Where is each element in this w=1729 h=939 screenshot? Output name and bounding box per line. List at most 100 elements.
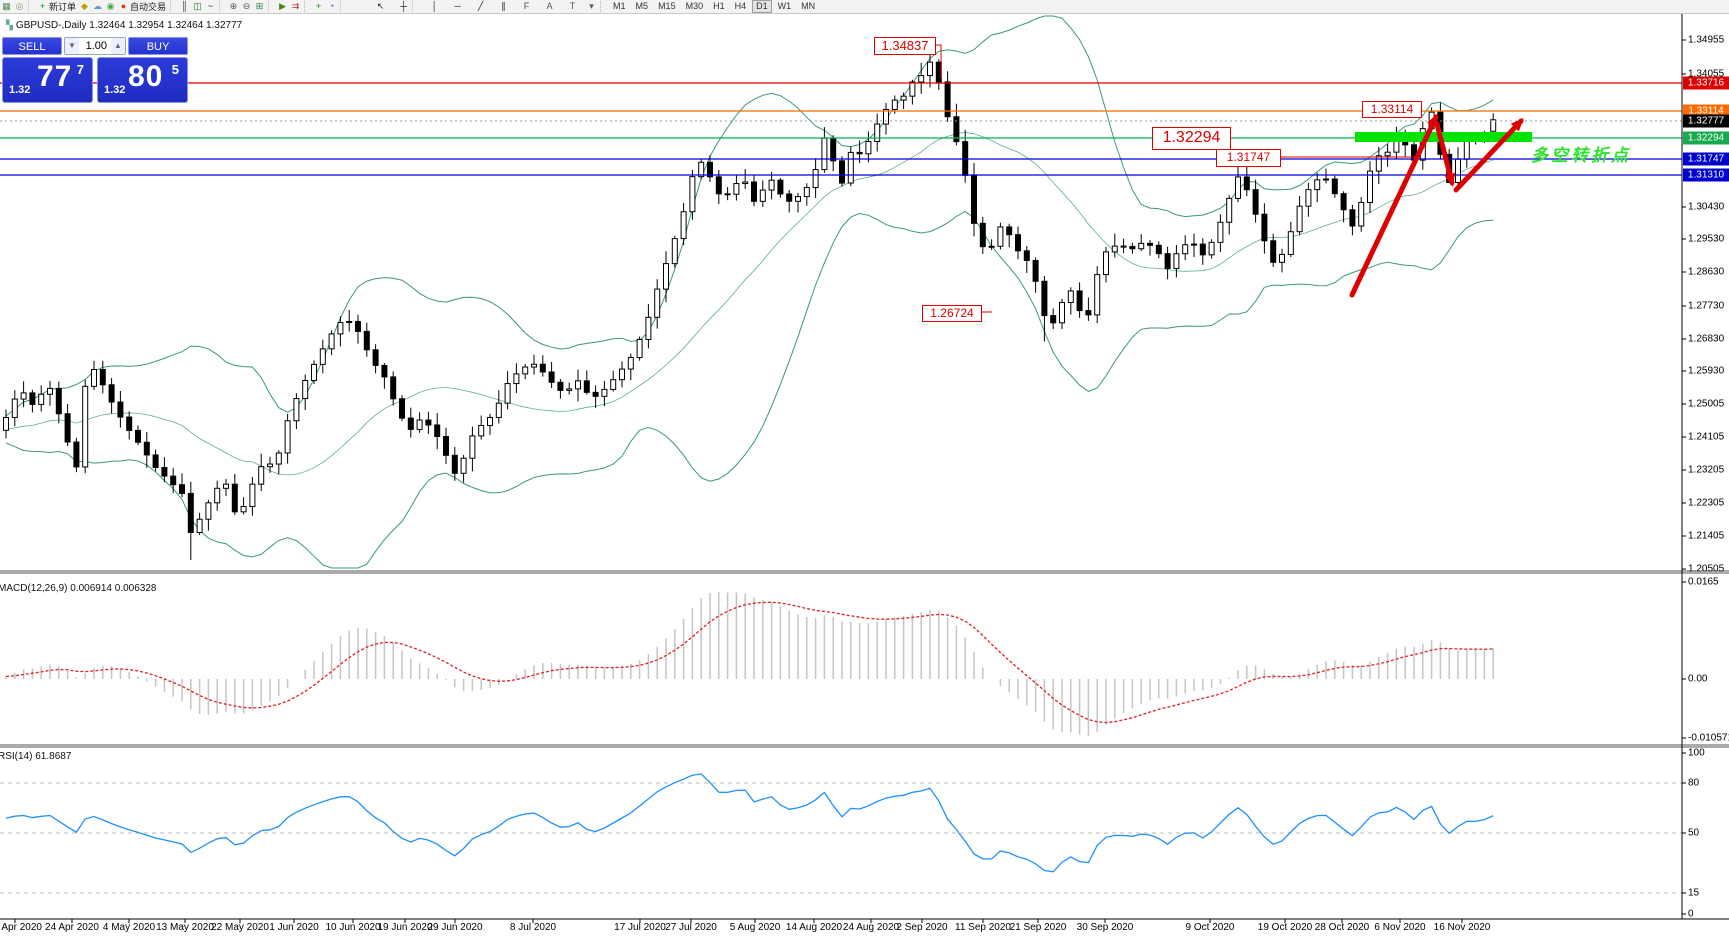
date-label[interactable]: 5 Aug 2020 bbox=[729, 922, 781, 933]
candle-chart-icon[interactable]: ◫ bbox=[193, 1, 202, 11]
zoom-out-icon[interactable]: ⊖ bbox=[242, 1, 251, 11]
crosshair-icon[interactable]: ┼ bbox=[400, 1, 407, 11]
date-label[interactable]: 19 Jun 2020 bbox=[377, 922, 433, 933]
trend-arrow-1[interactable] bbox=[1434, 121, 1455, 186]
price-annotation-box[interactable]: 1.26724 bbox=[922, 305, 982, 322]
date-label[interactable]: 9 Oct 2020 bbox=[1185, 922, 1235, 933]
date-label[interactable]: 21 Sep 2020 bbox=[1009, 922, 1067, 933]
bull-bear-pivot-note[interactable]: 多空转折点 bbox=[1531, 146, 1631, 165]
date-label[interactable]: 17 Jul 2020 bbox=[614, 922, 666, 933]
vertical-line-icon[interactable]: │ bbox=[431, 1, 438, 11]
trend-arrow-0[interactable] bbox=[1349, 114, 1439, 298]
channel-icon[interactable]: ∥ bbox=[501, 1, 506, 11]
bar-chart-icon[interactable]: ║ bbox=[181, 1, 188, 11]
bull-candle bbox=[328, 333, 335, 350]
bear-candle bbox=[583, 380, 590, 393]
date-label[interactable]: 29 Jun 2020 bbox=[427, 922, 483, 933]
volume-stepper[interactable]: ▼ 1.00 ▲ bbox=[64, 37, 126, 55]
zoom-preview-icon[interactable]: ◎ bbox=[15, 1, 24, 11]
autotrade-button-label[interactable]: 自动交易 bbox=[130, 2, 167, 12]
timeframe-d1[interactable]: D1 bbox=[752, 0, 772, 13]
date-label[interactable]: 27 Jul 2020 bbox=[665, 922, 717, 933]
date-label[interactable]: 13 May 2020 bbox=[156, 922, 214, 933]
date-label[interactable]: 4 May 2020 bbox=[102, 922, 156, 933]
bull-candle bbox=[1059, 301, 1065, 324]
period-icon[interactable]: ◔ bbox=[328, 1, 335, 11]
bull-candle bbox=[267, 463, 273, 468]
price-annotation-box[interactable]: 1.32294 bbox=[1152, 127, 1231, 150]
new-order-button-label[interactable]: 新订单 bbox=[49, 2, 77, 12]
pivot-zone-highlight[interactable] bbox=[1355, 132, 1532, 142]
cloud-icon[interactable]: ☁ bbox=[93, 1, 103, 11]
timeframe-m5[interactable]: M5 bbox=[635, 1, 649, 11]
date-label[interactable]: 10 Jun 2020 bbox=[325, 922, 381, 933]
timeframe-w1[interactable]: W1 bbox=[777, 1, 792, 11]
bull-candle bbox=[610, 379, 617, 390]
bear-candle bbox=[548, 371, 555, 383]
buy-button[interactable]: BUY bbox=[128, 37, 188, 55]
trendline-icon[interactable]: ╱ bbox=[477, 1, 484, 11]
date-label[interactable]: 8 Jul 2020 bbox=[509, 922, 557, 933]
tile-windows-icon[interactable]: ⊞ bbox=[255, 1, 264, 11]
cursor-icon[interactable]: ↖ bbox=[376, 1, 385, 11]
price-annotation-box[interactable]: 1.34837 bbox=[874, 37, 936, 55]
price-badge: 1.31747 bbox=[1683, 152, 1729, 166]
timeframe-m1[interactable]: M1 bbox=[613, 1, 626, 11]
timeframe-h4[interactable]: H4 bbox=[734, 1, 747, 11]
date-label[interactable]: 16 Nov 2020 bbox=[1433, 922, 1491, 933]
text-label-icon[interactable]: T bbox=[569, 1, 576, 11]
add-indicator-icon[interactable]: + bbox=[315, 1, 322, 11]
bear-candle bbox=[399, 398, 405, 419]
date-label[interactable]: 22 May 2020 bbox=[211, 922, 269, 933]
toolbar-separator bbox=[219, 1, 225, 12]
price-annotation-box[interactable]: 1.33114 bbox=[1362, 101, 1422, 118]
timeframe-mn[interactable]: MN bbox=[801, 1, 816, 11]
date-label[interactable]: 28 Oct 2020 bbox=[1314, 922, 1370, 933]
date-label[interactable]: 14 Aug 2020 bbox=[785, 922, 843, 933]
date-label[interactable]: 30 Sep 2020 bbox=[1076, 922, 1134, 933]
line-chart-icon[interactable]: ~ bbox=[207, 1, 214, 11]
chart-window-icon[interactable]: ▦ bbox=[2, 1, 11, 11]
date-label[interactable]: 24 Apr 2020 bbox=[45, 922, 99, 933]
chart-shift-icon[interactable]: ⇉ bbox=[291, 1, 300, 11]
timeframe-m30[interactable]: M30 bbox=[685, 1, 704, 11]
date-label[interactable]: 2 Sep 2020 bbox=[896, 922, 948, 933]
bull-candle bbox=[1103, 251, 1109, 276]
rsi-axis-label: 100 bbox=[1688, 747, 1705, 759]
volume-down-icon[interactable]: ▼ bbox=[65, 38, 79, 54]
bollinger-lower-band bbox=[5, 210, 1494, 569]
timeframe-m15[interactable]: M15 bbox=[658, 1, 676, 11]
volume-input[interactable]: 1.00 bbox=[85, 40, 107, 52]
new-order-button[interactable]: + bbox=[39, 1, 46, 11]
bull-candle bbox=[671, 238, 678, 265]
signal-icon[interactable]: ◉ bbox=[106, 1, 115, 11]
library-icon[interactable]: ◆ bbox=[81, 1, 88, 11]
price-annotation-box[interactable]: 1.31747 bbox=[1216, 149, 1281, 167]
zoom-in-icon[interactable]: ⊕ bbox=[229, 1, 238, 11]
bear-candle bbox=[425, 419, 432, 426]
date-label[interactable]: 24 Aug 2020 bbox=[842, 922, 900, 933]
date-label[interactable]: 11 Sep 2020 bbox=[955, 922, 1011, 933]
date-label[interactable]: 19 Oct 2020 bbox=[1257, 922, 1313, 933]
trend-arrow-2[interactable] bbox=[1453, 118, 1524, 193]
volume-up-icon[interactable]: ▲ bbox=[111, 38, 125, 54]
bear-candle bbox=[152, 454, 159, 469]
date-label[interactable]: 1 Jun 2020 bbox=[269, 922, 319, 933]
bear-candle bbox=[1243, 176, 1250, 191]
autotrade-button[interactable]: ● bbox=[120, 1, 127, 11]
date-label[interactable]: 6 Nov 2020 bbox=[1374, 922, 1426, 933]
bull-candle bbox=[20, 392, 27, 400]
sell-button[interactable]: SELL bbox=[2, 37, 62, 55]
shapes-dropdown-icon[interactable]: ▾ bbox=[589, 1, 594, 11]
sell-price-panel[interactable]: 1.32 77 7 bbox=[2, 57, 93, 103]
date-label[interactable]: 14 Apr 2020 bbox=[0, 922, 42, 933]
timeframe-h1[interactable]: H1 bbox=[713, 1, 725, 11]
fibonacci-icon[interactable]: F bbox=[523, 1, 530, 11]
bear-candle bbox=[381, 364, 388, 378]
text-icon[interactable]: A bbox=[546, 1, 553, 11]
horizontal-line-icon[interactable]: ─ bbox=[454, 1, 461, 11]
autoscroll-icon[interactable]: ▶ bbox=[279, 1, 286, 11]
bull-candle bbox=[927, 61, 933, 77]
buy-price-panel[interactable]: 1.32 80 5 bbox=[97, 57, 188, 103]
